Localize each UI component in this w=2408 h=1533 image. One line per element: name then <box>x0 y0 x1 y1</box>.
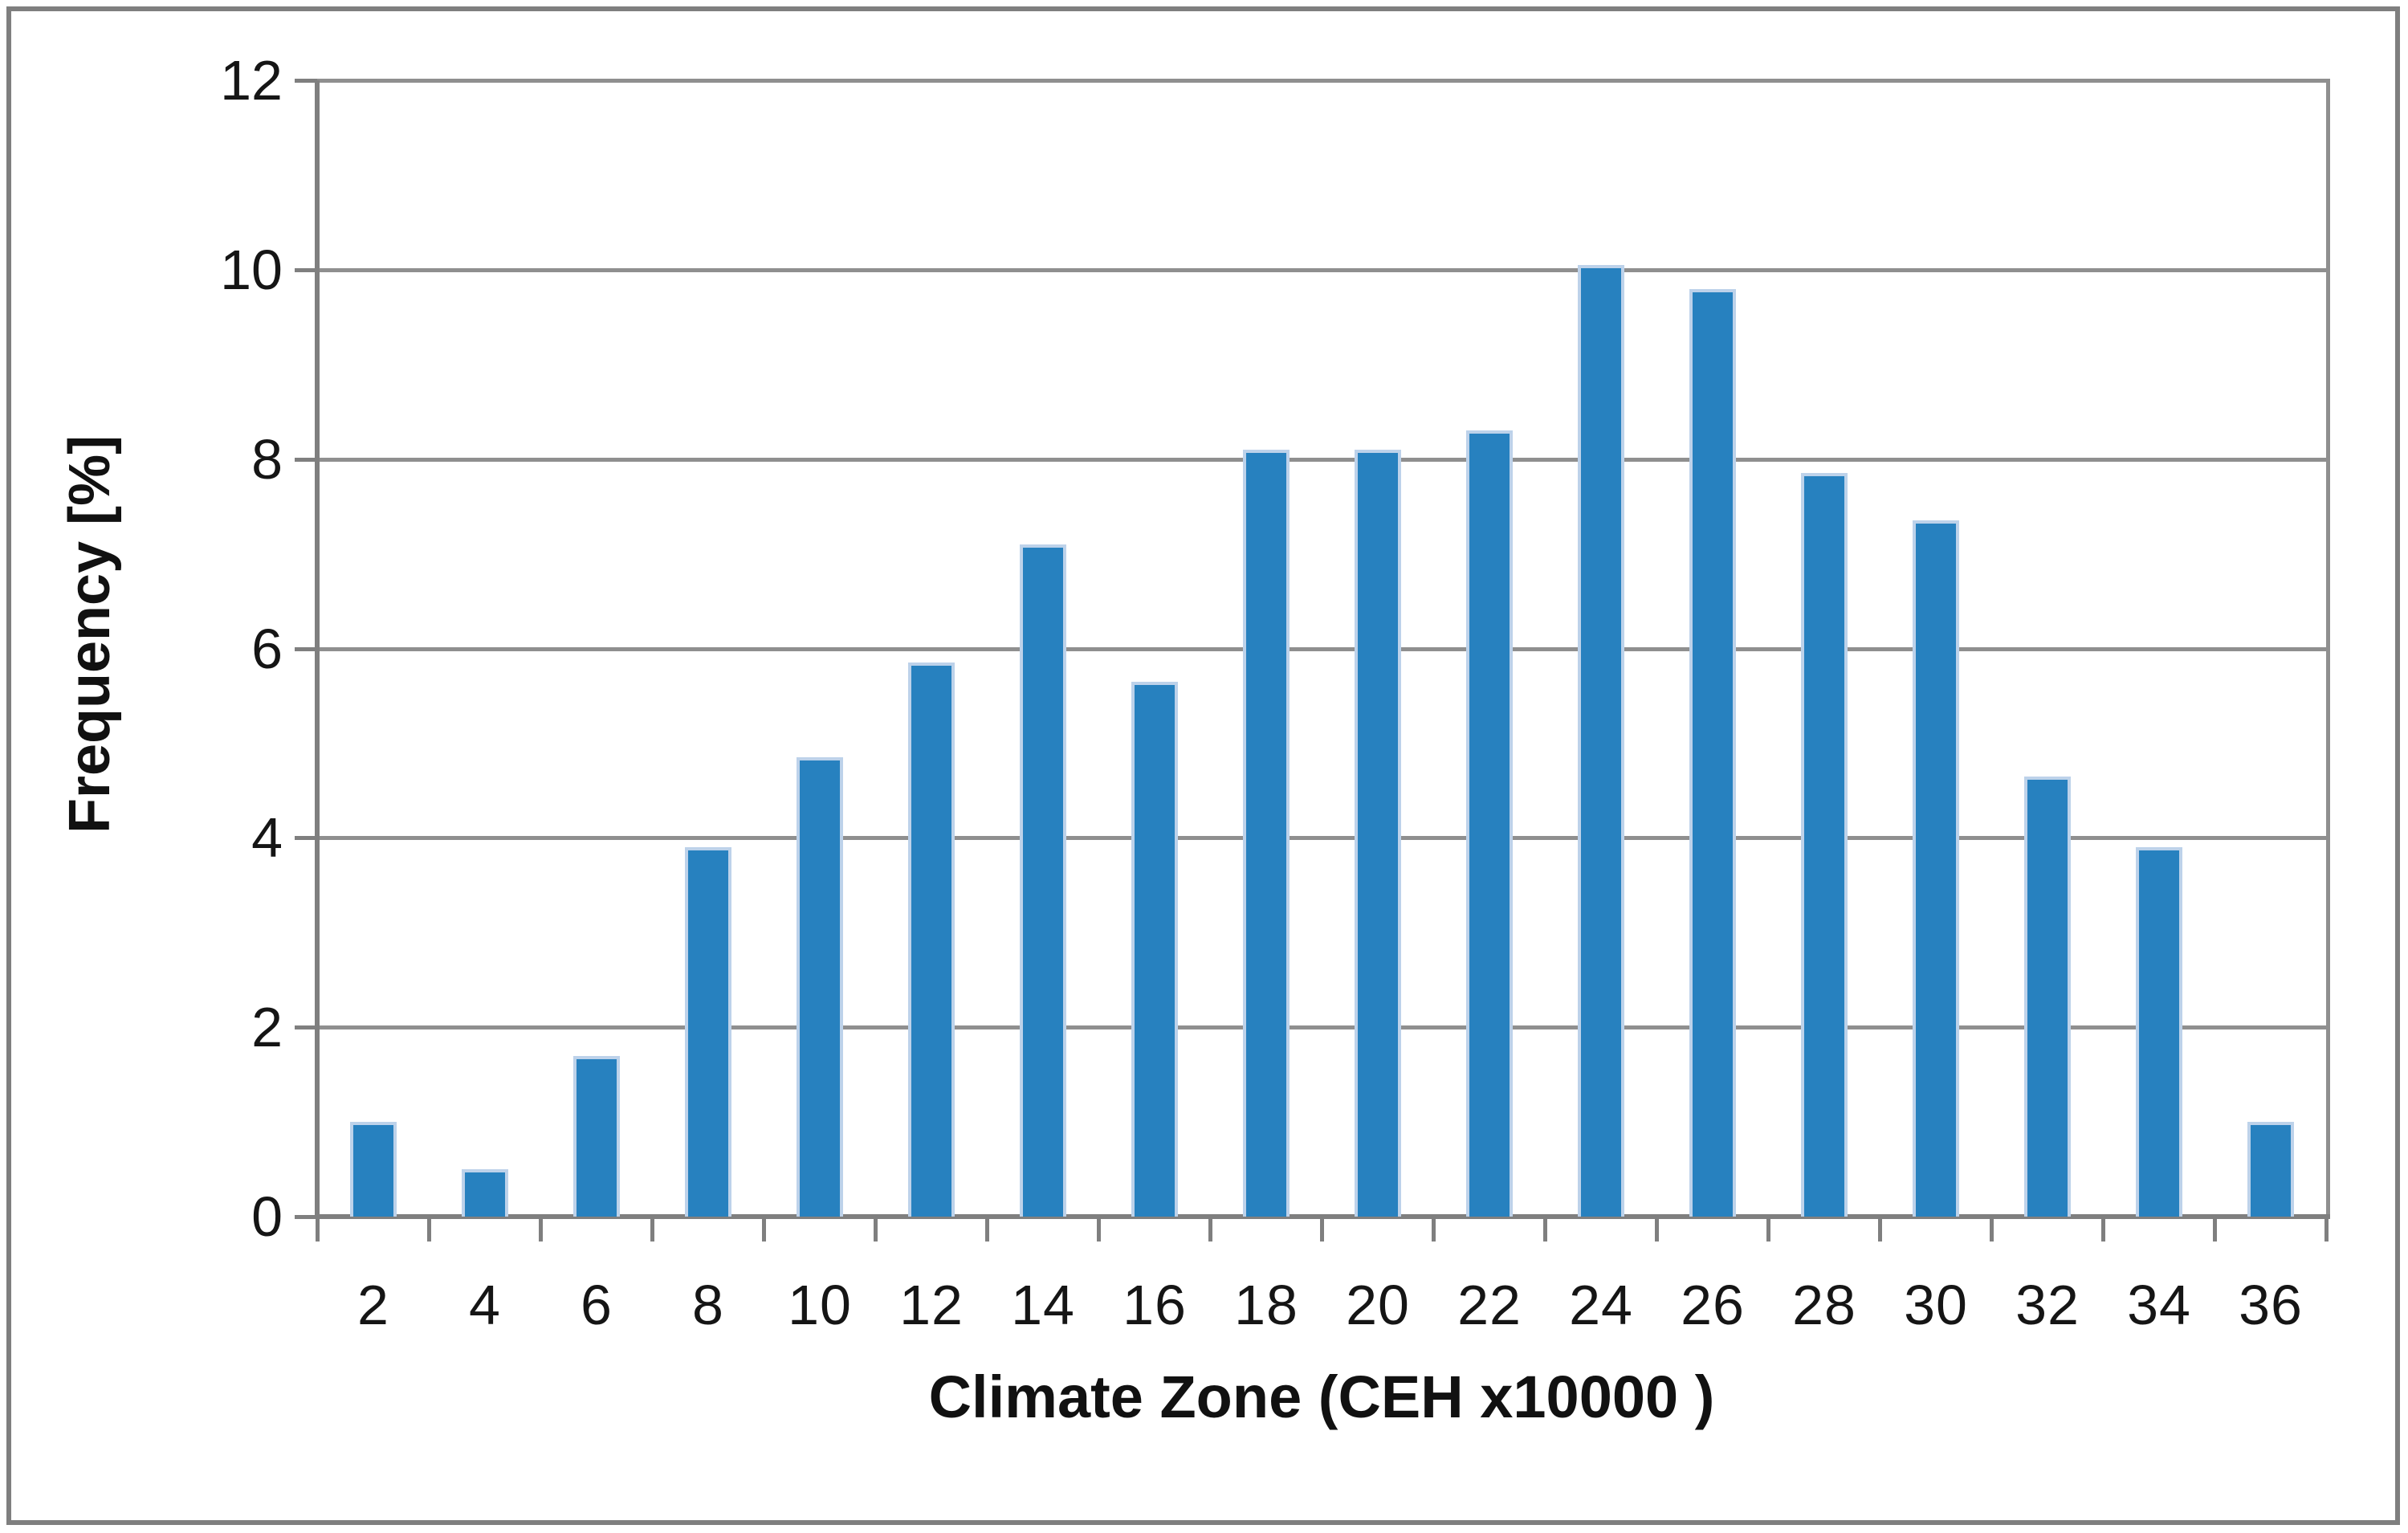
x-axis-tick-2 <box>539 1219 543 1241</box>
x-axis-tick-9 <box>1320 1219 1324 1241</box>
y-axis-tick-10 <box>295 268 317 272</box>
x-axis-tick-18 <box>2324 1219 2329 1241</box>
bar-2 <box>350 1122 397 1217</box>
x-axis-tick-16 <box>2101 1219 2105 1241</box>
x-axis-tick-5 <box>874 1219 878 1241</box>
x-tick-label-8: 8 <box>692 1274 724 1336</box>
x-axis-tick-8 <box>1208 1219 1212 1241</box>
gridline-y-2 <box>317 1025 2330 1030</box>
plot-right-border <box>2326 80 2330 1217</box>
x-axis-tick-12 <box>1655 1219 1659 1241</box>
x-axis-tick-14 <box>1878 1219 1882 1241</box>
y-tick-label-4: 4 <box>251 806 283 870</box>
bar-28 <box>1801 473 1848 1217</box>
x-tick-label-36: 36 <box>2239 1274 2303 1336</box>
y-tick-label-2: 2 <box>251 996 283 1059</box>
x-axis-tick-11 <box>1543 1219 1547 1241</box>
x-tick-label-20: 20 <box>1346 1274 1410 1336</box>
y-axis-line <box>315 80 320 1219</box>
x-tick-label-14: 14 <box>1011 1274 1075 1336</box>
x-tick-label-2: 2 <box>357 1274 389 1336</box>
x-tick-label-30: 30 <box>1904 1274 1968 1336</box>
bar-30 <box>1913 520 1959 1217</box>
bar-8 <box>685 847 731 1217</box>
y-axis-tick-2 <box>295 1025 317 1030</box>
x-axis-tick-6 <box>985 1219 989 1241</box>
x-tick-label-12: 12 <box>899 1274 964 1336</box>
bar-20 <box>1355 450 1401 1217</box>
x-tick-label-28: 28 <box>1792 1274 1856 1336</box>
bar-6 <box>573 1056 620 1217</box>
x-tick-label-22: 22 <box>1457 1274 1522 1336</box>
bar-26 <box>1689 289 1736 1217</box>
y-axis-title: Frequency [%] <box>58 434 122 834</box>
x-tick-label-32: 32 <box>2015 1274 2080 1336</box>
bar-36 <box>2247 1122 2294 1217</box>
gridline-y-12 <box>317 79 2330 84</box>
x-axis-tick-17 <box>2213 1219 2217 1241</box>
bar-18 <box>1243 450 1290 1217</box>
gridline-y-8 <box>317 457 2330 462</box>
gridline-y-10 <box>317 268 2330 272</box>
bar-16 <box>1131 682 1178 1217</box>
bar-10 <box>797 757 843 1217</box>
y-axis-tick-12 <box>295 79 317 84</box>
y-tick-label-0: 0 <box>251 1185 283 1248</box>
y-tick-label-10: 10 <box>220 239 283 301</box>
chart-outer-border: Frequency [%] Climate Zone (CEH x10000 )… <box>6 6 2400 1525</box>
x-tick-label-16: 16 <box>1123 1274 1187 1336</box>
x-axis-tick-10 <box>1432 1219 1436 1241</box>
x-axis-tick-13 <box>1766 1219 1770 1241</box>
y-axis-tick-6 <box>295 646 317 651</box>
gridline-y-6 <box>317 646 2330 651</box>
x-axis-tick-0 <box>316 1219 320 1241</box>
gridline-y-4 <box>317 836 2330 841</box>
x-axis-tick-1 <box>427 1219 431 1241</box>
y-axis-tick-8 <box>295 457 317 462</box>
x-axis-title: Climate Zone (CEH x10000 ) <box>928 1364 1715 1430</box>
y-axis-tick-0 <box>295 1215 317 1219</box>
x-axis-tick-15 <box>1990 1219 1994 1241</box>
bar-4 <box>462 1169 508 1217</box>
y-tick-label-8: 8 <box>251 427 283 491</box>
bar-22 <box>1466 430 1513 1217</box>
bar-24 <box>1578 265 1624 1217</box>
x-tick-label-6: 6 <box>581 1274 613 1336</box>
x-axis-tick-7 <box>1097 1219 1101 1241</box>
x-axis-line <box>317 1214 2330 1219</box>
x-tick-label-4: 4 <box>469 1274 501 1336</box>
bar-12 <box>908 663 955 1217</box>
y-tick-label-6: 6 <box>251 617 283 680</box>
x-axis-tick-3 <box>650 1219 654 1241</box>
x-tick-label-24: 24 <box>1569 1274 1633 1336</box>
x-axis-tick-4 <box>762 1219 766 1241</box>
y-tick-label-12: 12 <box>220 49 283 112</box>
bar-34 <box>2136 847 2182 1217</box>
x-tick-label-26: 26 <box>1681 1274 1745 1336</box>
bar-14 <box>1020 544 1066 1217</box>
x-tick-label-18: 18 <box>1234 1274 1298 1336</box>
x-tick-label-10: 10 <box>788 1274 852 1336</box>
x-tick-label-34: 34 <box>2127 1274 2191 1336</box>
bar-32 <box>2024 777 2071 1217</box>
y-axis-tick-4 <box>295 836 317 841</box>
